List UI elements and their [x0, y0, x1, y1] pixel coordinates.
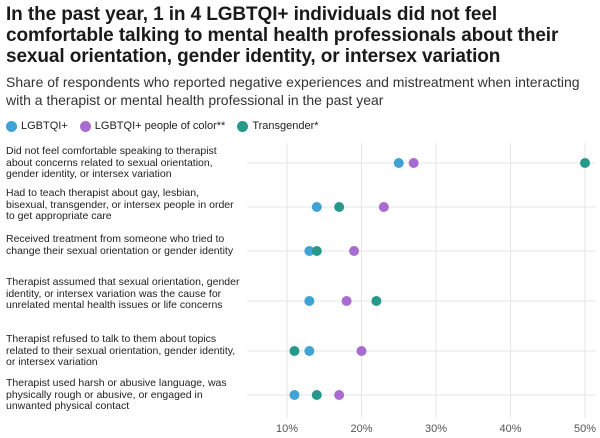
data-point-transgender [334, 202, 345, 212]
data-point-lgbtqi [304, 346, 315, 356]
data-point-lgbtqi [393, 158, 404, 168]
legend-marker-people-of-color [79, 120, 91, 132]
data-point-people-of-color [341, 296, 352, 306]
data-point-people-of-color [378, 202, 389, 212]
data-point-people-of-color [408, 158, 419, 168]
row-label-conversion-treatment: Received treatment from someone who trie… [6, 233, 234, 257]
row-label-had-to-teach: Had to teach therapist about gay, lesbia… [6, 187, 234, 223]
row-label-not-comfortable: Did not feel comfortable speaking to the… [6, 145, 217, 181]
legend-label-transgender: Transgender* [252, 120, 319, 132]
data-point-transgender [371, 296, 382, 306]
x-tick-label: 40% [499, 423, 521, 435]
data-point-lgbtqi [289, 390, 300, 400]
data-point-people-of-color [349, 246, 360, 256]
data-point-lgbtqi [304, 246, 315, 256]
data-point-people-of-color [356, 346, 367, 356]
row-label-refused-to-talk: Therapist refused to talk to them about … [6, 333, 236, 369]
row-label-assumed-cause: Therapist assumed that sexual orientatio… [6, 276, 240, 312]
x-tick-label: 10% [276, 423, 298, 435]
chart-subtitle: Share of respondents who reported negati… [6, 74, 580, 108]
legend-label-people-of-color: LGBTQI+ people of color** [94, 120, 226, 132]
legend-marker-transgender [237, 120, 249, 132]
legend: LGBTQI+ LGBTQI+ people of color** Transg… [6, 118, 331, 134]
x-tick-label: 50% [574, 423, 596, 435]
row-label-harsh-language: Therapist used harsh or abusive language… [6, 377, 227, 413]
data-point-transgender [580, 158, 590, 168]
data-point-transgender [311, 246, 322, 256]
x-tick-label: 30% [425, 423, 447, 435]
legend-item-lgbtqi: LGBTQI+ [6, 120, 68, 132]
data-point-lgbtqi [311, 202, 322, 212]
legend-item-transgender: Transgender* [237, 120, 319, 132]
legend-label-lgbtqi: LGBTQI+ [21, 120, 68, 132]
x-tick-label: 20% [350, 423, 372, 435]
chart-title: In the past year, 1 in 4 LGBTQI+ individ… [6, 4, 559, 67]
data-point-transgender [289, 346, 300, 356]
legend-marker-lgbtqi [6, 120, 17, 132]
data-point-people-of-color [334, 390, 345, 400]
data-point-transgender [311, 390, 322, 400]
legend-item-people-of-color: LGBTQI+ people of color** [79, 120, 226, 132]
data-point-lgbtqi [304, 296, 315, 306]
